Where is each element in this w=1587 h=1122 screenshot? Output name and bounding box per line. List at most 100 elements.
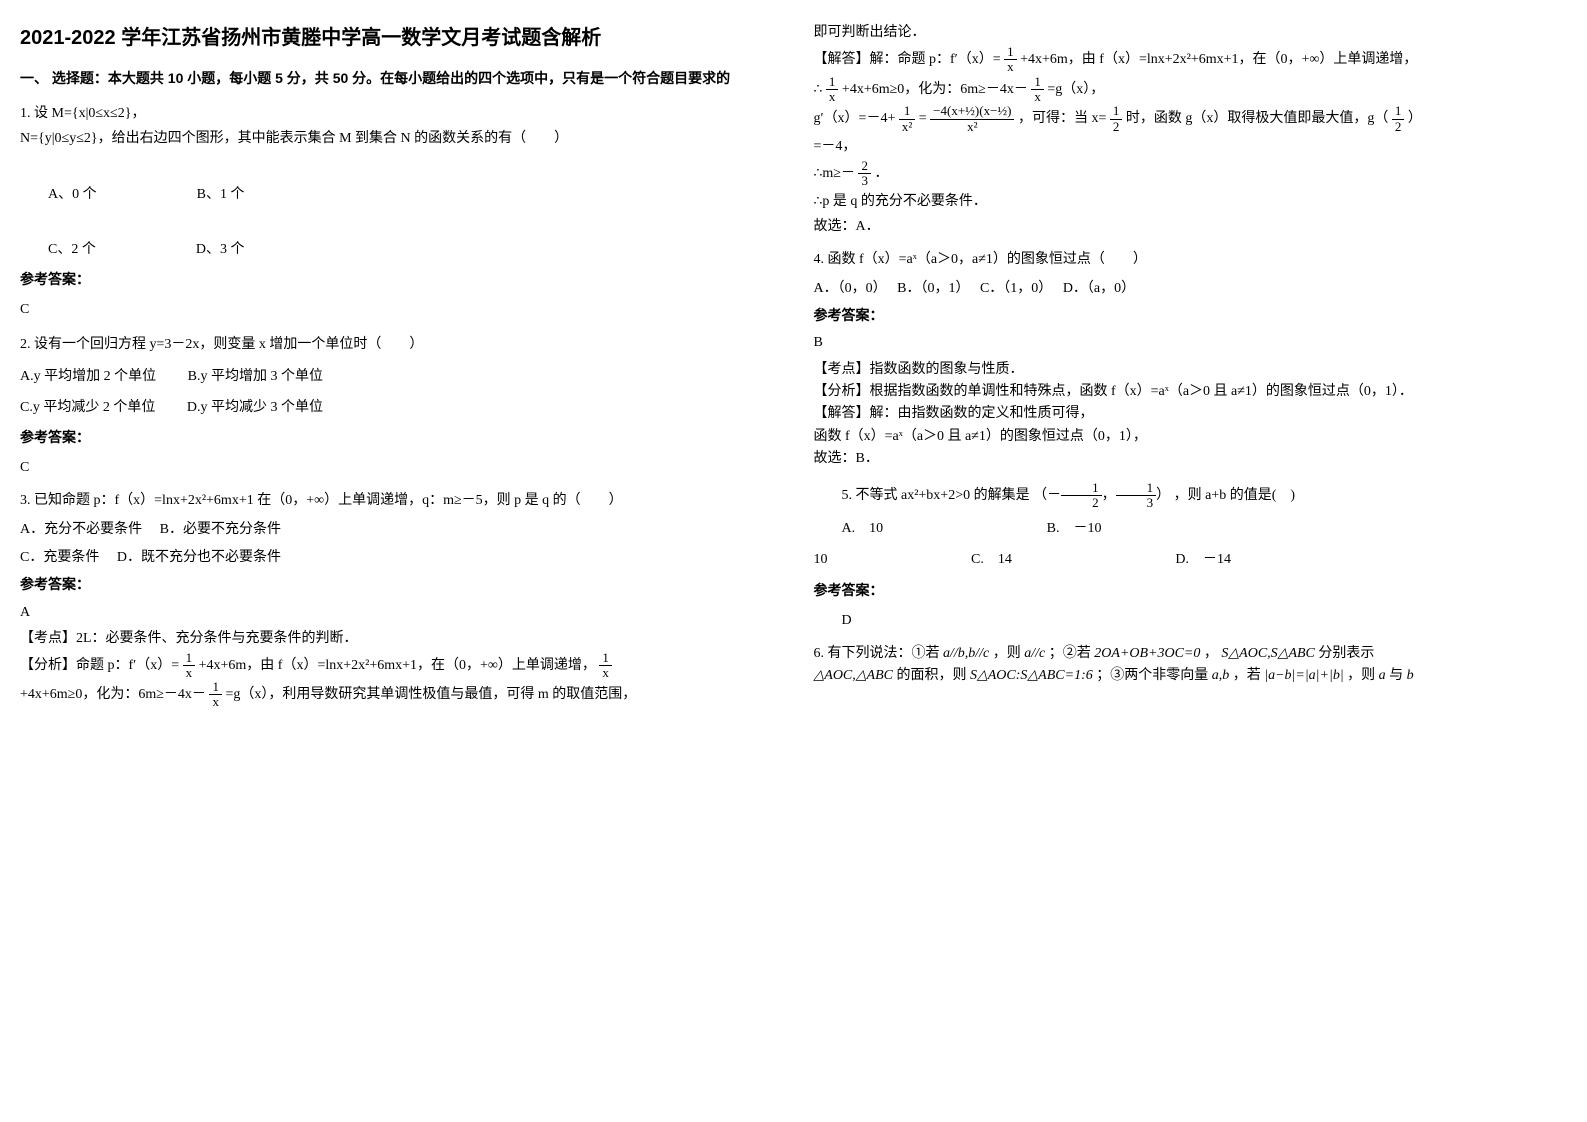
q2-ans-label: 参考答案：: [20, 426, 774, 451]
r-sol3: g′（x）=－4+ 1x² = −4(x+½)(x−½)x² ，可得：当 x= …: [814, 104, 1568, 134]
q3-ans: A: [20, 602, 774, 624]
q1-ans: C: [20, 297, 774, 322]
frac-1-x-icon: 1x: [826, 75, 839, 105]
q6-p4: S△AOC,S△ABC: [1221, 646, 1314, 661]
q2-optD: D.y 平均减少 3 个单位: [187, 400, 323, 415]
q6-p2b: ；②若: [1049, 646, 1091, 661]
q5-paren-close: ）: [1156, 488, 1170, 503]
frac-1-2-icon: 12: [1061, 481, 1102, 511]
q1-optC: C、2 个: [20, 237, 96, 262]
r-sol1: 【解答】解：命题 p：f′（x）= 1x +4x+6m，由 f（x）=lnx+2…: [814, 45, 1568, 75]
q5-comma: ，: [1102, 488, 1116, 503]
q5-ans-label: 参考答案：: [814, 579, 1568, 604]
frac-complex-icon: −4(x+½)(x−½)x²: [930, 104, 1014, 134]
q1-optD: D、3 个: [196, 237, 245, 262]
q4-point: 【考点】指数函数的图象与性质．: [814, 359, 1568, 381]
q4-stem: 4. 函数 f（x）=aˣ（a＞0，a≠1）的图象恒过点（ ）: [814, 249, 1568, 271]
q3-analysis-line2: +4x+6m≥0，化为：6m≥－4x－ 1x =g（x），利用导数研究其单调性极…: [20, 680, 774, 710]
r-sol4: =－4，: [814, 134, 1568, 159]
r-sol3-eq: =: [919, 111, 930, 126]
q6-l2d: ；③两个非零向量: [1096, 668, 1208, 683]
q4-sol1: 【解答】解：由指数函数的定义和性质可得，: [814, 403, 1568, 425]
r-sol6: ∴p 是 q 的充分不必要条件．: [814, 189, 1568, 214]
q6-l2k: b: [1407, 668, 1414, 683]
r-sol3-suffix: ，可得：当 x=: [1018, 111, 1110, 126]
frac-1-x2-icon: 1x²: [899, 104, 915, 134]
r-sol2: ∴ 1x +4x+6m≥0，化为：6m≥－4x－ 1x =g（x），: [814, 75, 1568, 105]
q6-l2h: ，则: [1347, 668, 1375, 683]
q6-l2e: a,b: [1212, 668, 1230, 683]
r-sol7: 故选：A．: [814, 214, 1568, 239]
r-sol-mid: +4x+6m，由 f（x）=lnx+2x²+6mx+1，在（0，+∞）上单调递增…: [1020, 52, 1417, 67]
question-3: 3. 已知命题 p：f（x）=lnx+2x²+6mx+1 在（0，+∞）上单调递…: [20, 490, 774, 710]
r-sol-prefix: 【解答】解：命题 p：f′（x）=: [814, 52, 1005, 67]
q3-ans-label: 参考答案：: [20, 575, 774, 597]
r-sol2-prefix: ∴: [814, 82, 826, 97]
q3-analysis-prefix: 【分析】命题 p：f′（x）=: [20, 658, 183, 673]
q2-line2: C.y 平均减少 2 个单位 D.y 平均减少 3 个单位: [20, 395, 774, 420]
q6-prefix: 6. 有下列说法：①若: [814, 646, 940, 661]
q4-ans: B: [814, 332, 1568, 354]
r-sol3-end2: ）: [1408, 111, 1422, 126]
q3-stem: 3. 已知命题 p：f（x）=lnx+2x²+6mx+1 在（0，+∞）上单调递…: [20, 490, 774, 512]
q6-p3: 2OA+OB+3OC=0: [1094, 646, 1200, 661]
frac-1-x-icon: 1x: [183, 651, 196, 681]
q1-ans-label: 参考答案：: [20, 268, 774, 293]
frac-1-x-icon: 1x: [1004, 45, 1017, 75]
q6-l2f: ，若: [1233, 668, 1261, 683]
q6-line1: 6. 有下列说法：①若 a//b,b//c ，则 a//c ；②若 2OA+OB…: [814, 643, 1568, 665]
r-sol3-end: 时，函数 g（x）取得极大值即最大值，g（: [1126, 111, 1389, 126]
question-5: 5. 不等式 ax²+bx+2>0 的解集是 （－12，13） ，则 a+b 的…: [814, 481, 1568, 633]
q4-ans-label: 参考答案：: [814, 306, 1568, 328]
q4-optC: C．（1，0）: [980, 281, 1045, 296]
r-sol5: ∴m≥－ 23 ．: [814, 159, 1568, 189]
frac-1-x-icon: 1x: [209, 680, 222, 710]
q2-optA: A.y 平均增加 2 个单位: [20, 369, 156, 384]
question-1: 1. 设 M={x|0≤x≤2}， N={y|0≤y≤2}，给出右边四个图形，其…: [20, 101, 774, 322]
q2-line1: A.y 平均增加 2 个单位 B.y 平均增加 3 个单位: [20, 364, 774, 389]
q4-analysis: 【分析】根据指数函数的单调性和特殊点，函数 f（x）=aˣ（a＞0 且 a≠1）…: [814, 381, 1568, 403]
r-sol5-suffix: ．: [874, 166, 888, 181]
q3-line2: C．充要条件 D．既不充分也不必要条件: [20, 547, 774, 569]
q6-l2j: 与: [1389, 668, 1403, 683]
q4-sol2: 函数 f（x）=aˣ（a＞0 且 a≠1）的图象恒过点（0，1），: [814, 426, 1568, 448]
q3-optD: D．既不充分也不必要条件: [117, 550, 281, 565]
q1-stem1: 1. 设 M={x|0≤x≤2}，: [20, 101, 774, 126]
q3-optA: A．充分不必要条件: [20, 522, 142, 537]
q5-ans: D: [814, 608, 1568, 633]
q4-opts: A．（0，0） B．（0，1） C．（1，0） D．（a，0）: [814, 278, 1568, 300]
frac-1-x-icon: 1x: [599, 651, 612, 681]
q5-stem: 5. 不等式 ax²+bx+2>0 的解集是 （－12，13） ，则 a+b 的…: [814, 481, 1568, 511]
q3-line1: A．充分不必要条件 B．必要不充分条件: [20, 519, 774, 541]
frac-1-2-icon: 12: [1392, 104, 1405, 134]
q3-optC: C．充要条件: [20, 550, 99, 565]
q3-optB: B．必要不充分条件: [160, 522, 281, 537]
q4-optB: B．（0，1）: [897, 281, 962, 296]
q5-stem-suffix: ，则 a+b 的值是( ): [1174, 488, 1295, 503]
q5-optB: B. －10: [1047, 521, 1102, 536]
q6-p1b: ，则: [993, 646, 1021, 661]
q1-options-row2: C、2 个 D、3 个: [20, 237, 774, 262]
q5-optD: D. －14: [1175, 552, 1231, 567]
question-4: 4. 函数 f（x）=aˣ（a＞0，a≠1）的图象恒过点（ ） A．（0，0） …: [814, 249, 1568, 471]
question-6: 6. 有下列说法：①若 a//b,b//c ，则 a//c ；②若 2OA+OB…: [814, 643, 1568, 688]
q6-l2i: a: [1379, 668, 1386, 683]
r-line1: 即可判断出结论．: [814, 20, 1568, 45]
q6-p3b: ，: [1204, 646, 1218, 661]
r-sol2-suffix: =g（x），: [1047, 82, 1104, 97]
q6-l2g: |a−b|=|a|+|b|: [1264, 668, 1343, 683]
q6-p4b: 分别表示: [1318, 646, 1374, 661]
q5-opt-10: 10: [814, 552, 828, 567]
q3-analysis-l2-suffix: =g（x），利用导数研究其单调性极值与最值，可得 m 的取值范围，: [225, 687, 636, 702]
q6-line2: △AOC,△ABC 的面积，则 S△AOC:S△ABC=1:6 ；③两个非零向量…: [814, 665, 1568, 687]
q4-sol3: 故选：B．: [814, 448, 1568, 470]
q6-p1: a//b,b//c: [943, 646, 989, 661]
r-sol3-prefix: g′（x）=－4+: [814, 111, 899, 126]
q5-paren-open: （－: [1033, 488, 1061, 503]
q6-l2c: S△AOC:S△ABC=1:6: [970, 668, 1093, 683]
frac-1-3-icon: 13: [1116, 481, 1157, 511]
question-2: 2. 设有一个回归方程 y=3－2x，则变量 x 增加一个单位时（ ） A.y …: [20, 332, 774, 480]
q5-optC: C. 14: [971, 552, 1012, 567]
frac-2-3-icon: 23: [858, 159, 871, 189]
section-head: 一、 选择题：本大题共 10 小题，每小题 5 分，共 50 分。在每小题给出的…: [20, 66, 774, 91]
